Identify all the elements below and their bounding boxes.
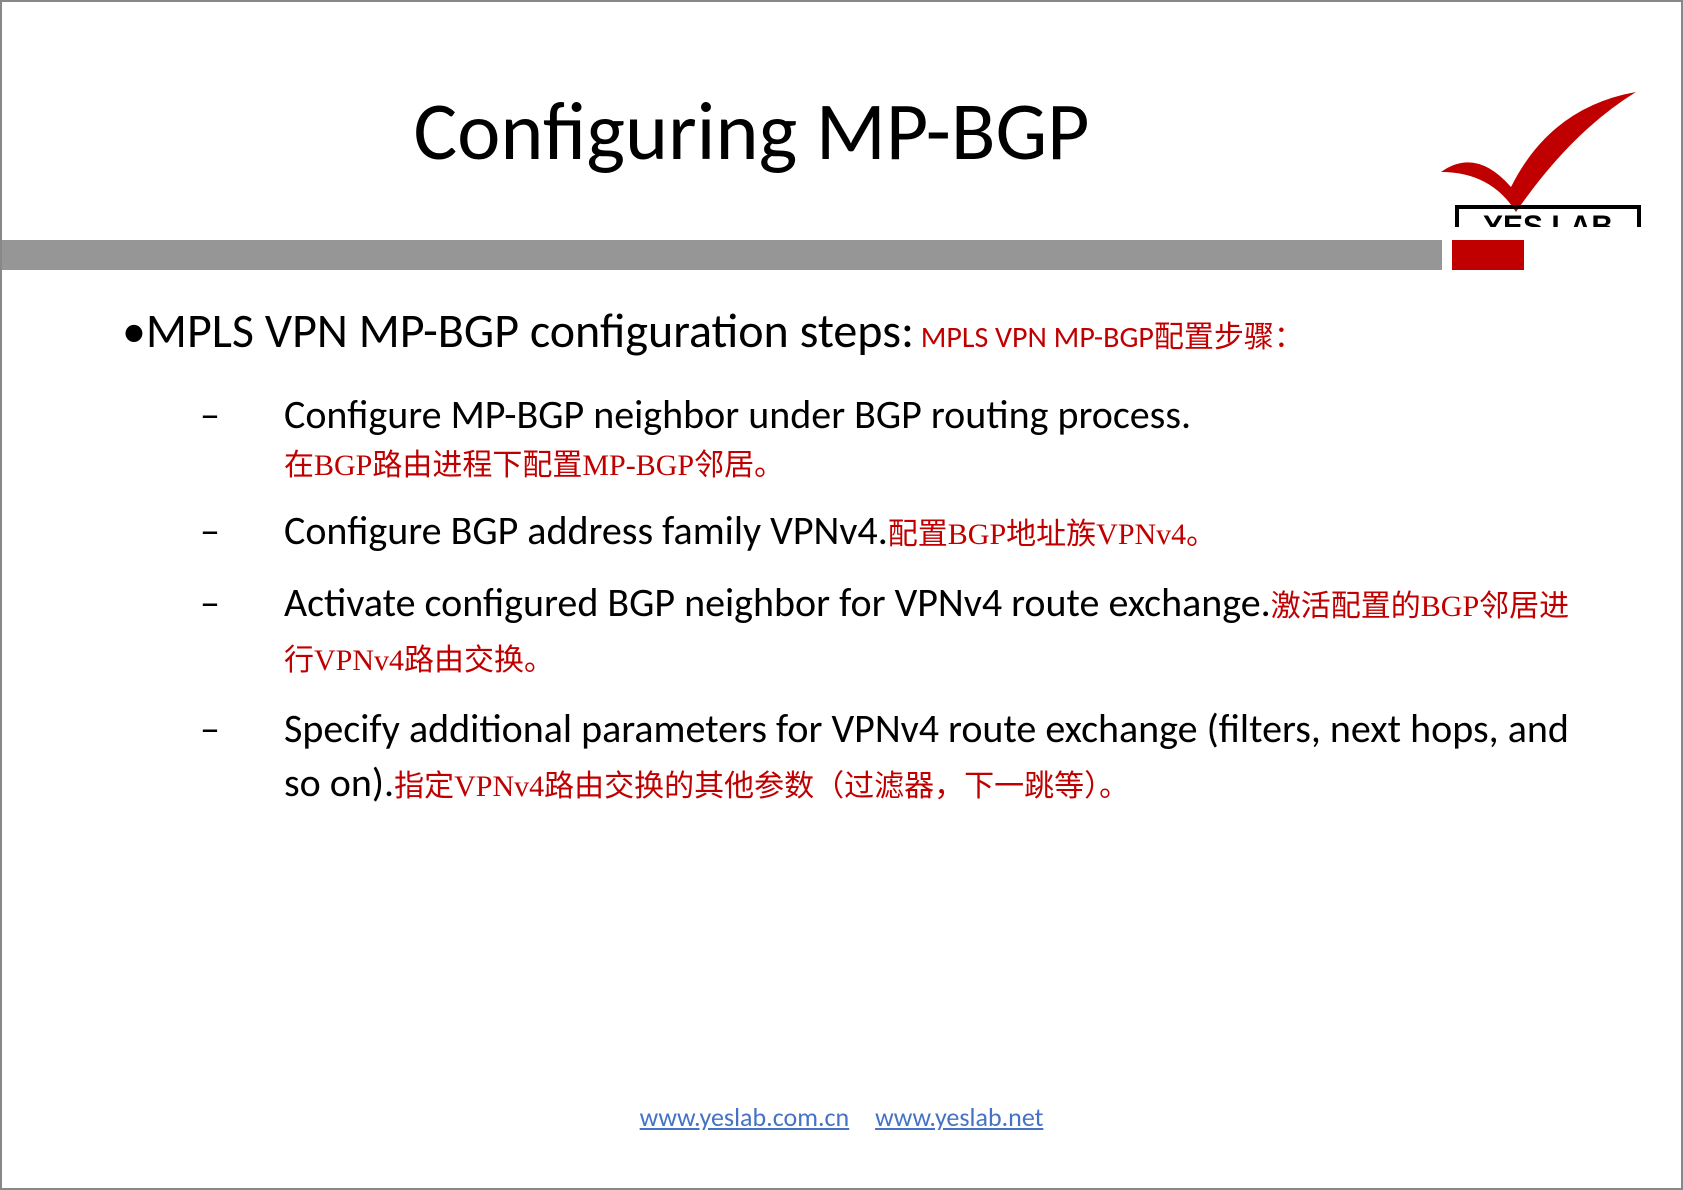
content-area: •MPLS VPN MP-BGP configuration steps: MP… — [122, 302, 1571, 828]
bar-red — [1452, 240, 1524, 270]
lead-text-en: MPLS VPN MP-BGP configuration steps: — [146, 301, 914, 360]
sub-list: – Configure MP-BGP neighbor under BGP ro… — [242, 388, 1571, 811]
list-item: – Configure MP-BGP neighbor under BGP ro… — [242, 388, 1571, 487]
dash-icon: – — [242, 504, 284, 558]
item-en: Configure BGP address family VPNv4. — [284, 506, 888, 555]
footer-link-2[interactable]: www.yeslab.net — [875, 1101, 1043, 1133]
dash-icon: – — [242, 388, 284, 442]
divider-bar — [2, 240, 1681, 270]
footer: www.yeslab.com.cn www.yeslab.net — [2, 1101, 1681, 1133]
item-en: Configure MP-BGP neighbor under BGP rout… — [284, 390, 1191, 439]
footer-link-1[interactable]: www.yeslab.com.cn — [640, 1101, 850, 1133]
dash-icon: – — [242, 576, 284, 630]
list-item: – Specify additional parameters for VPNv… — [242, 702, 1571, 810]
dash-icon: – — [242, 702, 284, 756]
item-cn: 在BGP路由进程下配置MP-BGP邻居。 — [284, 446, 1571, 487]
lead-bullet: •MPLS VPN MP-BGP configuration steps: MP… — [122, 302, 1571, 360]
yeslab-logo: YES LAB — [1421, 77, 1641, 227]
item-cn: 指定VPNv4路由交换的其他参数（过滤器，下一跳等）。 — [394, 770, 1129, 803]
item-en: Activate configured BGP neighbor for VPN… — [284, 578, 1271, 627]
item-cn: 配置BGP地址族VPNv4。 — [888, 518, 1216, 551]
logo-text: YES LAB — [1483, 210, 1613, 227]
bar-gray — [2, 240, 1442, 270]
lead-text-cn: MPLS VPN MP-BGP配置步骤： — [914, 319, 1304, 356]
check-icon — [1441, 92, 1636, 212]
list-item: – Configure BGP address family VPNv4.配置B… — [242, 504, 1571, 558]
slide: Configuring MP-BGP YES LAB •MPLS VPN MP-… — [0, 0, 1683, 1190]
list-item: – Activate configured BGP neighbor for V… — [242, 576, 1571, 684]
bullet-glyph: • — [122, 301, 146, 360]
